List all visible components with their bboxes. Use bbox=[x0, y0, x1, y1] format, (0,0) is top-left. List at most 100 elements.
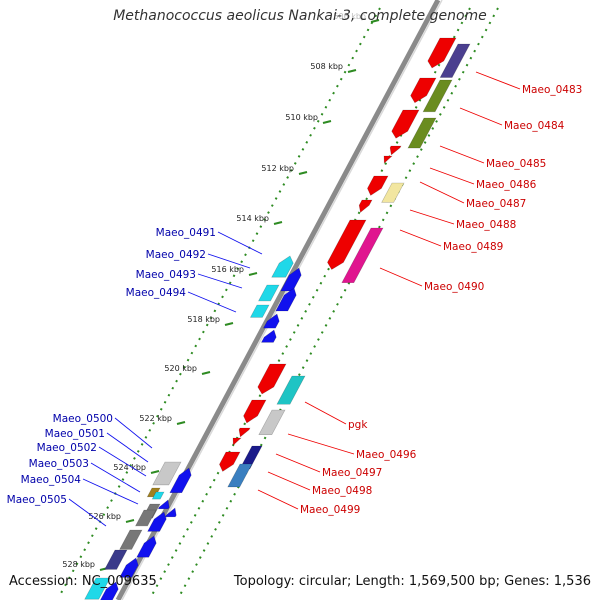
gene-arrow-plus[interactable] bbox=[135, 509, 157, 527]
gene-label-minus[interactable]: Maeo_0487 bbox=[466, 198, 526, 210]
gene-arrow-plus[interactable] bbox=[151, 491, 165, 500]
gene-label-plus[interactable]: Maeo_0493 bbox=[136, 269, 196, 281]
gene-label-plus[interactable]: Maeo_0505 bbox=[7, 494, 67, 506]
gene-arrow-plus[interactable] bbox=[84, 577, 111, 600]
gene-arrow-plus[interactable] bbox=[275, 287, 297, 312]
label-leader-line bbox=[257, 489, 299, 510]
gene-arrow-plus[interactable] bbox=[262, 313, 280, 329]
label-leader-line bbox=[304, 401, 347, 425]
gene-arrow-plus[interactable] bbox=[119, 557, 139, 578]
gene-arrow-plus[interactable] bbox=[119, 529, 143, 550]
gene-label-minus[interactable]: Maeo_0489 bbox=[443, 241, 503, 253]
ruler-tick-mark bbox=[150, 470, 160, 474]
gene-arrow-plus[interactable] bbox=[280, 267, 302, 292]
gene-label-minus[interactable]: Maeo_0486 bbox=[476, 179, 537, 191]
gene-arrow-minus[interactable] bbox=[407, 117, 437, 149]
gene-arrow-minus[interactable] bbox=[427, 37, 457, 69]
gene-arrow-minus[interactable] bbox=[367, 175, 389, 196]
gene-label-plus[interactable]: Maeo_0492 bbox=[146, 249, 206, 261]
ruler-tick-label: 522 kbp bbox=[139, 414, 172, 423]
gene-arrow-minus[interactable] bbox=[219, 451, 241, 472]
gene-arrow-plus[interactable] bbox=[260, 329, 277, 343]
gene-arrow-plus[interactable] bbox=[104, 549, 128, 570]
label-leader-line bbox=[114, 417, 153, 449]
ruler-tick-label: 512 kbp bbox=[261, 164, 294, 173]
gene-arrow-plus[interactable] bbox=[164, 507, 177, 518]
label-leader-line bbox=[90, 462, 141, 493]
gene-label-minus[interactable]: Maeo_0484 bbox=[504, 120, 565, 132]
label-leader-line bbox=[197, 273, 243, 289]
gene-arrow-plus[interactable] bbox=[157, 499, 170, 510]
gene-arrow-minus[interactable] bbox=[243, 399, 267, 424]
gene-label-plus[interactable]: Maeo_0503 bbox=[29, 458, 89, 470]
ruler-tick-mark bbox=[322, 120, 332, 124]
gene-arrow-minus[interactable] bbox=[258, 409, 286, 436]
gene-label-plus[interactable]: Maeo_0504 bbox=[21, 474, 82, 486]
gene-label-plus[interactable]: Maeo_0500 bbox=[53, 413, 113, 425]
gene-arrow-plus[interactable] bbox=[152, 461, 182, 486]
gene-label-minus[interactable]: Maeo_0483 bbox=[522, 84, 582, 96]
gene-arrow-minus[interactable] bbox=[381, 182, 405, 203]
gene-arrow-minus[interactable] bbox=[358, 199, 373, 213]
label-leader-line bbox=[419, 181, 465, 204]
label-leader-line bbox=[459, 107, 503, 126]
gene-arrow-minus[interactable] bbox=[391, 109, 420, 139]
ruler-tick-label: 514 kbp bbox=[236, 214, 269, 223]
gene-label-plus[interactable]: Maeo_0502 bbox=[37, 442, 97, 454]
gene-label-minus[interactable]: Maeo_0485 bbox=[486, 158, 546, 170]
gene-arrow-minus[interactable] bbox=[389, 145, 402, 156]
gene-arrow-minus[interactable] bbox=[410, 77, 437, 104]
label-leader-line bbox=[475, 71, 521, 90]
gene-arrow-minus[interactable] bbox=[422, 79, 453, 113]
gene-arrow-minus[interactable] bbox=[238, 427, 251, 438]
label-leader-line bbox=[379, 267, 423, 287]
ruler-tick-label: 526 kbp bbox=[88, 512, 121, 521]
label-leader-line bbox=[439, 145, 485, 164]
gene-arrow-minus[interactable] bbox=[232, 437, 242, 446]
gene-arrow-minus[interactable] bbox=[257, 363, 287, 395]
gene-label-minus[interactable]: Maeo_0498 bbox=[312, 485, 372, 497]
label-leader-line bbox=[217, 231, 263, 255]
gene-label-minus[interactable]: Maeo_0490 bbox=[424, 281, 484, 293]
genome-backbone bbox=[115, 0, 441, 602]
ruler-tick-mark bbox=[248, 272, 258, 276]
ruler-ticks: 506 kbp 508 kbp 510 kbp 512 kbp 514 kbp 516 k… bbox=[62, 12, 380, 571]
label-leader-line bbox=[106, 432, 149, 463]
label-leader-line bbox=[82, 478, 139, 505]
ruler-tick-label: 516 kbp bbox=[211, 265, 244, 274]
gene-arrow-minus[interactable] bbox=[239, 445, 263, 470]
gene-label-minus[interactable]: pgk bbox=[348, 419, 368, 431]
ruler-tick-mark bbox=[347, 69, 357, 73]
gene-arrow-plus[interactable] bbox=[136, 535, 157, 558]
gene-label-minus[interactable]: Maeo_0499 bbox=[300, 504, 360, 516]
gene-label-plus[interactable]: Maeo_0491 bbox=[156, 227, 216, 239]
gene-labels: Maeo_0483 Maeo_0484 Maeo_0485 Maeo_0486 Maeo… bbox=[7, 71, 582, 527]
gene-arrow-plus[interactable] bbox=[258, 284, 280, 302]
gene-label-plus[interactable]: Maeo_0494 bbox=[126, 287, 187, 299]
gene-label-minus[interactable]: Maeo_0496 bbox=[356, 449, 417, 461]
label-leader-line bbox=[98, 446, 147, 477]
accession-text: Accession: NC_009635 bbox=[9, 574, 157, 589]
gene-arrow-minus[interactable] bbox=[276, 375, 306, 405]
gene-arrow-plus[interactable] bbox=[249, 304, 270, 318]
gene-arrow-plus[interactable] bbox=[271, 255, 294, 278]
ruler-tick-label: 520 kbp bbox=[164, 364, 197, 373]
gene-arrow-minus[interactable] bbox=[383, 155, 393, 164]
ruler-tick-label: 508 kbp bbox=[310, 62, 343, 71]
gene-arrow-minus[interactable] bbox=[327, 219, 367, 270]
gene-arrow-plus[interactable] bbox=[147, 511, 167, 532]
label-leader-line bbox=[207, 253, 251, 269]
gene-label-minus[interactable]: Maeo_0488 bbox=[456, 219, 516, 231]
ruler-tick-label: 528 kbp bbox=[62, 560, 95, 569]
gene-label-minus[interactable]: Maeo_0497 bbox=[322, 467, 382, 479]
gene-arrow-minus[interactable] bbox=[341, 227, 384, 284]
genome-summary-text: Topology: circular; Length: 1,569,500 bp… bbox=[233, 574, 591, 589]
gene-arrow-minus[interactable] bbox=[227, 463, 253, 488]
gene-arrow-plus[interactable] bbox=[169, 467, 192, 494]
gene-arrow-minus[interactable] bbox=[439, 43, 471, 78]
gene-label-plus[interactable]: Maeo_0501 bbox=[45, 428, 105, 440]
label-leader-line bbox=[399, 229, 442, 247]
ruler-tick-mark bbox=[224, 322, 234, 326]
